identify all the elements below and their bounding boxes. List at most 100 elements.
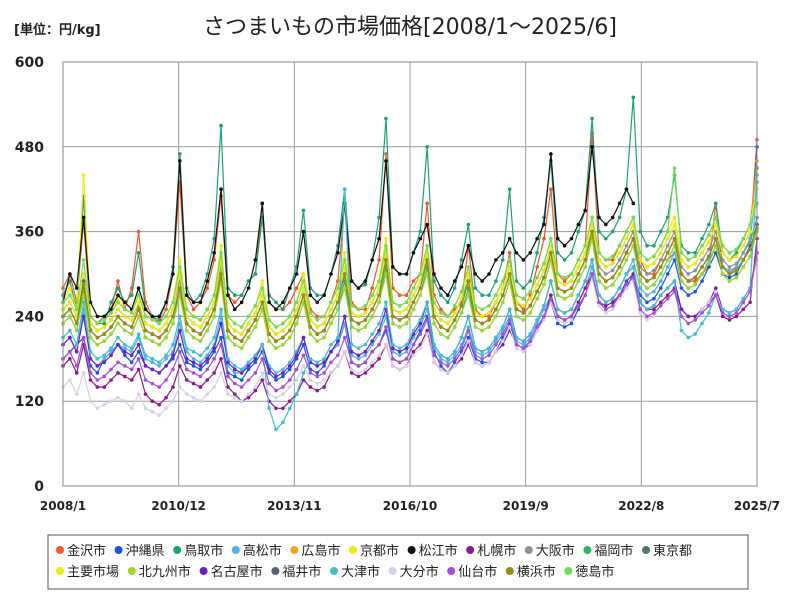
legend-marker xyxy=(642,546,650,554)
data-point xyxy=(610,261,615,266)
data-point xyxy=(542,236,546,241)
data-point xyxy=(707,254,711,259)
data-point xyxy=(150,325,155,329)
data-point xyxy=(617,201,622,206)
data-point xyxy=(377,300,381,305)
data-point xyxy=(693,268,697,273)
data-point xyxy=(707,300,711,305)
legend-marker xyxy=(407,546,416,554)
data-point xyxy=(171,321,175,326)
data-point xyxy=(342,272,347,276)
data-point xyxy=(116,300,120,305)
data-point xyxy=(260,279,265,283)
data-point xyxy=(68,300,72,305)
data-point xyxy=(315,371,320,375)
data-point xyxy=(191,335,196,340)
data-point xyxy=(727,279,732,283)
data-point xyxy=(569,318,574,322)
data-point xyxy=(549,293,553,298)
data-point xyxy=(260,342,265,347)
data-point xyxy=(301,353,306,358)
data-point xyxy=(226,314,230,319)
data-point xyxy=(549,236,553,241)
data-point xyxy=(157,318,161,322)
data-point xyxy=(452,279,457,283)
data-point xyxy=(720,243,725,248)
data-point xyxy=(315,388,320,393)
data-point xyxy=(274,300,278,305)
data-point xyxy=(123,300,127,305)
data-point xyxy=(88,314,93,319)
data-point xyxy=(707,240,711,244)
data-point xyxy=(583,258,588,262)
data-point xyxy=(473,318,478,322)
data-point xyxy=(81,279,86,283)
data-point xyxy=(322,378,326,382)
data-point xyxy=(404,272,409,276)
data-point xyxy=(198,325,203,329)
data-point xyxy=(727,318,732,322)
data-point xyxy=(81,258,86,262)
data-point xyxy=(129,353,134,358)
data-point xyxy=(439,286,443,290)
data-point xyxy=(301,335,306,340)
data-point xyxy=(459,258,464,262)
data-point xyxy=(727,314,732,319)
data-point xyxy=(260,371,265,375)
legend-marker xyxy=(447,567,456,575)
data-point xyxy=(597,279,601,283)
data-point xyxy=(604,304,608,308)
data-point xyxy=(363,318,368,322)
data-point xyxy=(157,371,161,375)
data-point xyxy=(370,360,375,365)
series-12 xyxy=(61,229,759,351)
data-point xyxy=(686,293,691,298)
data-point xyxy=(226,385,230,389)
data-point xyxy=(336,300,340,305)
data-point xyxy=(542,261,546,266)
data-point xyxy=(95,335,100,340)
plot-area xyxy=(62,61,758,487)
data-point xyxy=(542,318,546,322)
data-point xyxy=(452,311,457,315)
data-point xyxy=(466,325,471,329)
data-point xyxy=(164,378,168,382)
data-point xyxy=(102,321,107,326)
data-point xyxy=(219,251,223,255)
data-point xyxy=(267,381,271,386)
data-point xyxy=(707,311,711,315)
data-point xyxy=(81,215,86,220)
data-point xyxy=(178,286,182,290)
data-point xyxy=(418,229,423,234)
data-point xyxy=(384,325,388,329)
data-point xyxy=(576,258,581,262)
x-tick-label: 2013/11 xyxy=(267,499,321,513)
data-point xyxy=(391,364,395,368)
data-point xyxy=(604,272,608,276)
series-18 xyxy=(61,226,759,343)
data-point xyxy=(604,279,608,283)
series-15 xyxy=(61,173,759,432)
data-point xyxy=(445,328,450,333)
data-point xyxy=(95,371,100,375)
data-point xyxy=(287,367,292,372)
data-point xyxy=(459,289,464,294)
data-point xyxy=(164,364,168,368)
data-point xyxy=(301,371,306,375)
data-point xyxy=(500,279,505,283)
data-point xyxy=(164,335,168,340)
data-point xyxy=(88,399,93,404)
data-point xyxy=(294,286,299,290)
data-point xyxy=(734,307,739,312)
chart-title: さつまいもの市場価格[2008/1～2025/6] xyxy=(203,15,617,40)
data-point xyxy=(665,251,670,255)
data-point xyxy=(164,395,168,400)
data-point xyxy=(514,279,519,283)
x-axis: 2008/1 2010/12 2013/11 2016/10 2019/9 2022/8 2… xyxy=(40,499,780,513)
data-point xyxy=(549,251,553,255)
data-point xyxy=(583,208,588,213)
data-point xyxy=(322,357,326,361)
data-point xyxy=(679,328,684,333)
data-point xyxy=(583,243,588,248)
data-point xyxy=(205,378,210,382)
